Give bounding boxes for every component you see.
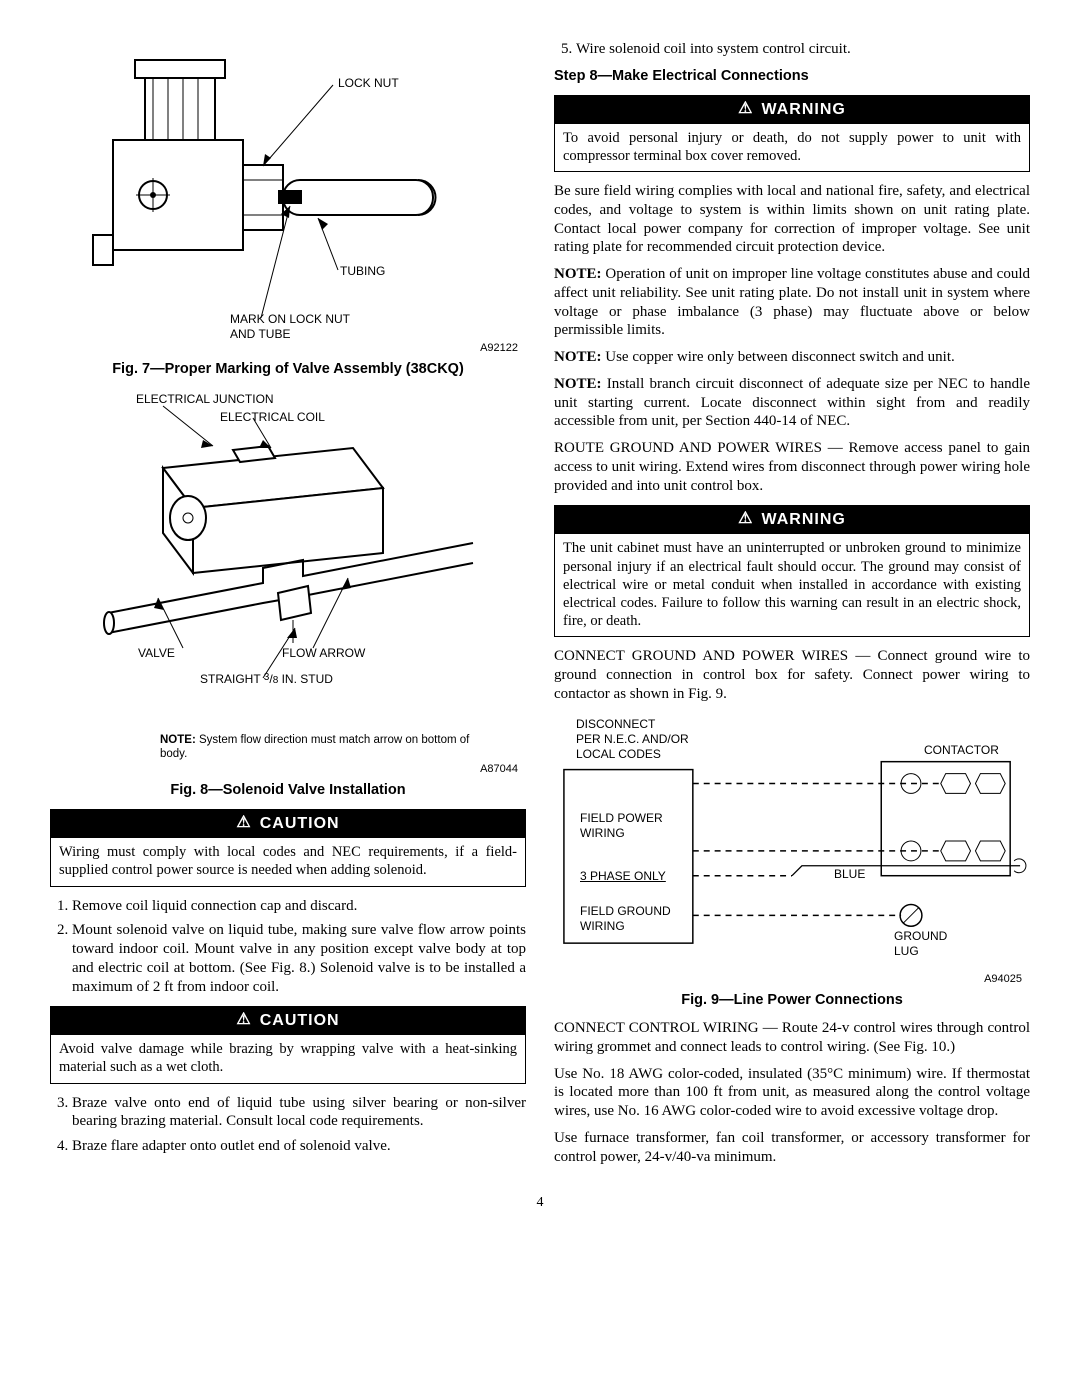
left-list-a: Remove coil liquid connection cap and di… <box>50 897 526 997</box>
fig9-label-gl: GROUND LUG <box>894 929 947 959</box>
caution2-head: ⚠CAUTION <box>51 1007 525 1035</box>
left-column: LOCK NUT TUBING MARK ON LOCK NUT AND TUB… <box>50 40 526 1174</box>
warning-icon: ⚠ <box>738 99 753 119</box>
left-list-b: Braze valve onto end of liquid tube usin… <box>50 1094 526 1156</box>
list-item: Wire solenoid coil into system control c… <box>576 40 1030 59</box>
list-item: Mount solenoid valve on liquid tube, mak… <box>72 921 526 996</box>
step8-head: Step 8—Make Electrical Connections <box>554 67 1030 85</box>
fig7-code: A92122 <box>50 342 518 356</box>
list-item: Braze flare adapter onto outlet end of s… <box>72 1137 526 1156</box>
warning-icon: ⚠ <box>236 1010 251 1030</box>
right-list-top: Wire solenoid coil into system control c… <box>554 40 1030 59</box>
fig9-label-disc: DISCONNECT PER N.E.C. AND/OR LOCAL CODES <box>576 717 689 762</box>
warning1-box: ⚠WARNING To avoid personal injury or dea… <box>554 95 1030 172</box>
page: LOCK NUT TUBING MARK ON LOCK NUT AND TUB… <box>50 40 1030 1174</box>
warning-icon: ⚠ <box>236 813 251 833</box>
fig9-label-phase: 3 PHASE ONLY <box>580 869 666 884</box>
fig8-diagram: ELECTRICAL JUNCTION ELECTRICAL COIL VALV… <box>50 388 526 728</box>
para: CONNECT CONTROL WIRING — Route 24-v cont… <box>554 1019 1030 1057</box>
fig8-label-flow: FLOW ARROW <box>282 646 365 661</box>
fig9-label-blue: BLUE <box>834 867 865 882</box>
caution1-box: ⚠CAUTION Wiring must comply with local c… <box>50 809 526 886</box>
fig8-code: A87044 <box>50 763 518 777</box>
para: NOTE: Install branch circuit disconnect … <box>554 375 1030 431</box>
list-item: Remove coil liquid connection cap and di… <box>72 897 526 916</box>
fig8-label-ej: ELECTRICAL JUNCTION <box>136 392 274 407</box>
caution2-box: ⚠CAUTION Avoid valve damage while brazin… <box>50 1006 526 1083</box>
fig7-label-tubing: TUBING <box>340 264 385 279</box>
fig8-label-ec: ELECTRICAL COIL <box>220 410 325 425</box>
fig7-label-locknut: LOCK NUT <box>338 76 399 91</box>
page-number: 4 <box>50 1194 1030 1212</box>
fig8-label-valve: VALVE <box>138 646 175 661</box>
fig9-label-fpw: FIELD POWER WIRING <box>580 811 663 841</box>
para: NOTE: Use copper wire only between disco… <box>554 348 1030 367</box>
fig8-caption: Fig. 8—Solenoid Valve Installation <box>50 781 526 799</box>
fig9-diagram: DISCONNECT PER N.E.C. AND/OR LOCAL CODES… <box>554 711 1030 971</box>
fig7-label-mark: MARK ON LOCK NUT AND TUBE <box>230 312 350 342</box>
para: Use furnace transformer, fan coil transf… <box>554 1129 1030 1167</box>
warning2-body: The unit cabinet must have an uninterrup… <box>555 534 1029 636</box>
fig9-label-contactor: CONTACTOR <box>924 743 999 758</box>
fig9-caption: Fig. 9—Line Power Connections <box>554 991 1030 1009</box>
fig7-svg <box>50 40 526 340</box>
caution1-head: ⚠CAUTION <box>51 810 525 838</box>
fig7-diagram: LOCK NUT TUBING MARK ON LOCK NUT AND TUB… <box>50 40 526 340</box>
para: NOTE: Operation of unit on improper line… <box>554 265 1030 340</box>
fig8-note: NOTE: System flow direction must match a… <box>160 734 476 762</box>
warning2-head: ⚠WARNING <box>555 506 1029 534</box>
para: Use No. 18 AWG color-coded, insulated (3… <box>554 1065 1030 1121</box>
warning-icon: ⚠ <box>738 509 753 529</box>
caution1-body: Wiring must comply with local codes and … <box>51 838 525 885</box>
fig8-label-stud: STRAIGHT 3/8 IN. STUD <box>200 672 333 688</box>
para: CONNECT GROUND AND POWER WIRES — Connect… <box>554 647 1030 703</box>
caution2-body: Avoid valve damage while brazing by wrap… <box>51 1035 525 1082</box>
para: Be sure field wiring complies with local… <box>554 182 1030 257</box>
right-column: Wire solenoid coil into system control c… <box>554 40 1030 1174</box>
fig9-label-fgw: FIELD GROUND WIRING <box>580 904 671 934</box>
fig9-code: A94025 <box>554 973 1022 987</box>
list-item: Braze valve onto end of liquid tube usin… <box>72 1094 526 1132</box>
warning1-head: ⚠WARNING <box>555 96 1029 124</box>
warning1-body: To avoid personal injury or death, do no… <box>555 124 1029 171</box>
warning2-box: ⚠WARNING The unit cabinet must have an u… <box>554 505 1030 637</box>
para: ROUTE GROUND AND POWER WIRES — Remove ac… <box>554 439 1030 495</box>
fig7-caption: Fig. 7—Proper Marking of Valve Assembly … <box>50 360 526 378</box>
